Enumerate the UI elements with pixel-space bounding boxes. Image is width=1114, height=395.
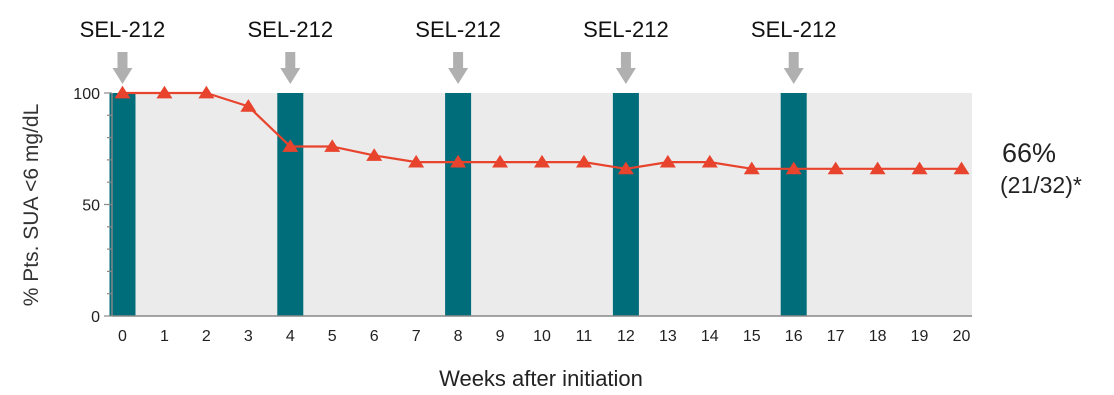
x-tick-label: 10 [533, 328, 551, 345]
dosing-arrow-icon [448, 52, 469, 84]
data-point-triangle [869, 161, 886, 175]
dosing-bar [445, 93, 472, 316]
x-tick-label: 9 [496, 328, 505, 345]
data-point-triangle [114, 85, 131, 99]
x-tick-label: 20 [953, 328, 971, 345]
dosing-bar [277, 93, 304, 316]
dosing-bars [109, 93, 807, 316]
data-point-triangle [827, 161, 844, 175]
x-tick-label: 5 [328, 328, 337, 345]
x-tick-label: 8 [454, 328, 463, 345]
dosing-label: SEL-212 [415, 17, 501, 42]
x-axis-label: Weeks after initiation [439, 366, 643, 390]
x-tick-label: 4 [286, 328, 295, 345]
y-tick-labels: 0 50 100 [73, 86, 100, 326]
x-tick-label: 14 [701, 328, 719, 345]
data-point-triangle [701, 154, 718, 168]
dosing-arrows [112, 52, 804, 84]
dosing-arrow-icon [280, 52, 301, 84]
y-axis-label: % Pts. SUA <6 mg/dL [20, 104, 43, 307]
data-point-triangle [743, 161, 760, 175]
data-point-triangle [240, 99, 257, 112]
x-tick-labels: 0 1 2 3 4 5 6 7 8 9 10 11 12 13 14 15 16 17 18 19 20 [118, 328, 970, 345]
x-tick-label: 1 [160, 328, 169, 345]
dosing-arrow-icon [112, 52, 133, 84]
axes [104, 92, 972, 317]
data-point-triangle [198, 85, 215, 99]
dosing-bar [780, 93, 807, 316]
y-tick-label: 50 [82, 198, 100, 215]
x-tick-label: 3 [244, 328, 253, 345]
dosing-label: SEL-212 [751, 17, 837, 42]
dosing-label: SEL-212 [80, 17, 166, 42]
annotation-percent: 66% [1002, 138, 1056, 168]
data-point-triangle [366, 148, 383, 161]
annotation-fraction: (21/32)* [1000, 172, 1082, 198]
data-point-triangle [785, 161, 802, 175]
data-point-triangle [617, 161, 634, 175]
y-tick-label: 0 [91, 309, 100, 326]
data-point-triangle [324, 139, 341, 152]
dosing-arrow-icon [783, 52, 804, 84]
x-tick-label: 17 [827, 328, 845, 345]
x-tick-label: 19 [911, 328, 929, 345]
plot-background [112, 93, 972, 316]
data-point-triangle [408, 154, 425, 168]
data-point-triangle [953, 161, 970, 175]
x-tick-label: 18 [869, 328, 887, 345]
data-point-triangle [911, 161, 928, 175]
dosing-labels: SEL-212 SEL-212 SEL-212 SEL-212 SEL-212 [80, 17, 837, 42]
y-tick-label: 100 [73, 86, 100, 103]
x-tick-label: 2 [202, 328, 211, 345]
x-tick-label: 0 [118, 328, 127, 345]
dosing-label: SEL-212 [583, 17, 669, 42]
dosing-bar [109, 93, 136, 316]
data-point-triangle [659, 154, 676, 168]
x-tick-label: 16 [785, 328, 803, 345]
x-tick-label: 15 [743, 328, 761, 345]
x-tick-label: 13 [659, 328, 677, 345]
x-tick-label: 6 [370, 328, 379, 345]
data-point-triangle [575, 154, 592, 168]
data-point-triangle [450, 154, 467, 168]
x-tick-label: 11 [576, 328, 593, 345]
data-point-triangle [282, 139, 299, 152]
series-layer [114, 85, 970, 175]
dosing-arrow-icon [615, 52, 636, 84]
dosing-bar [612, 93, 639, 316]
data-point-triangle [534, 154, 550, 168]
dosing-label: SEL-212 [247, 17, 333, 42]
x-tick-label: 12 [617, 328, 635, 345]
x-tick-label: 7 [412, 328, 421, 345]
data-point-triangle [492, 154, 509, 168]
data-point-triangle [156, 85, 173, 99]
